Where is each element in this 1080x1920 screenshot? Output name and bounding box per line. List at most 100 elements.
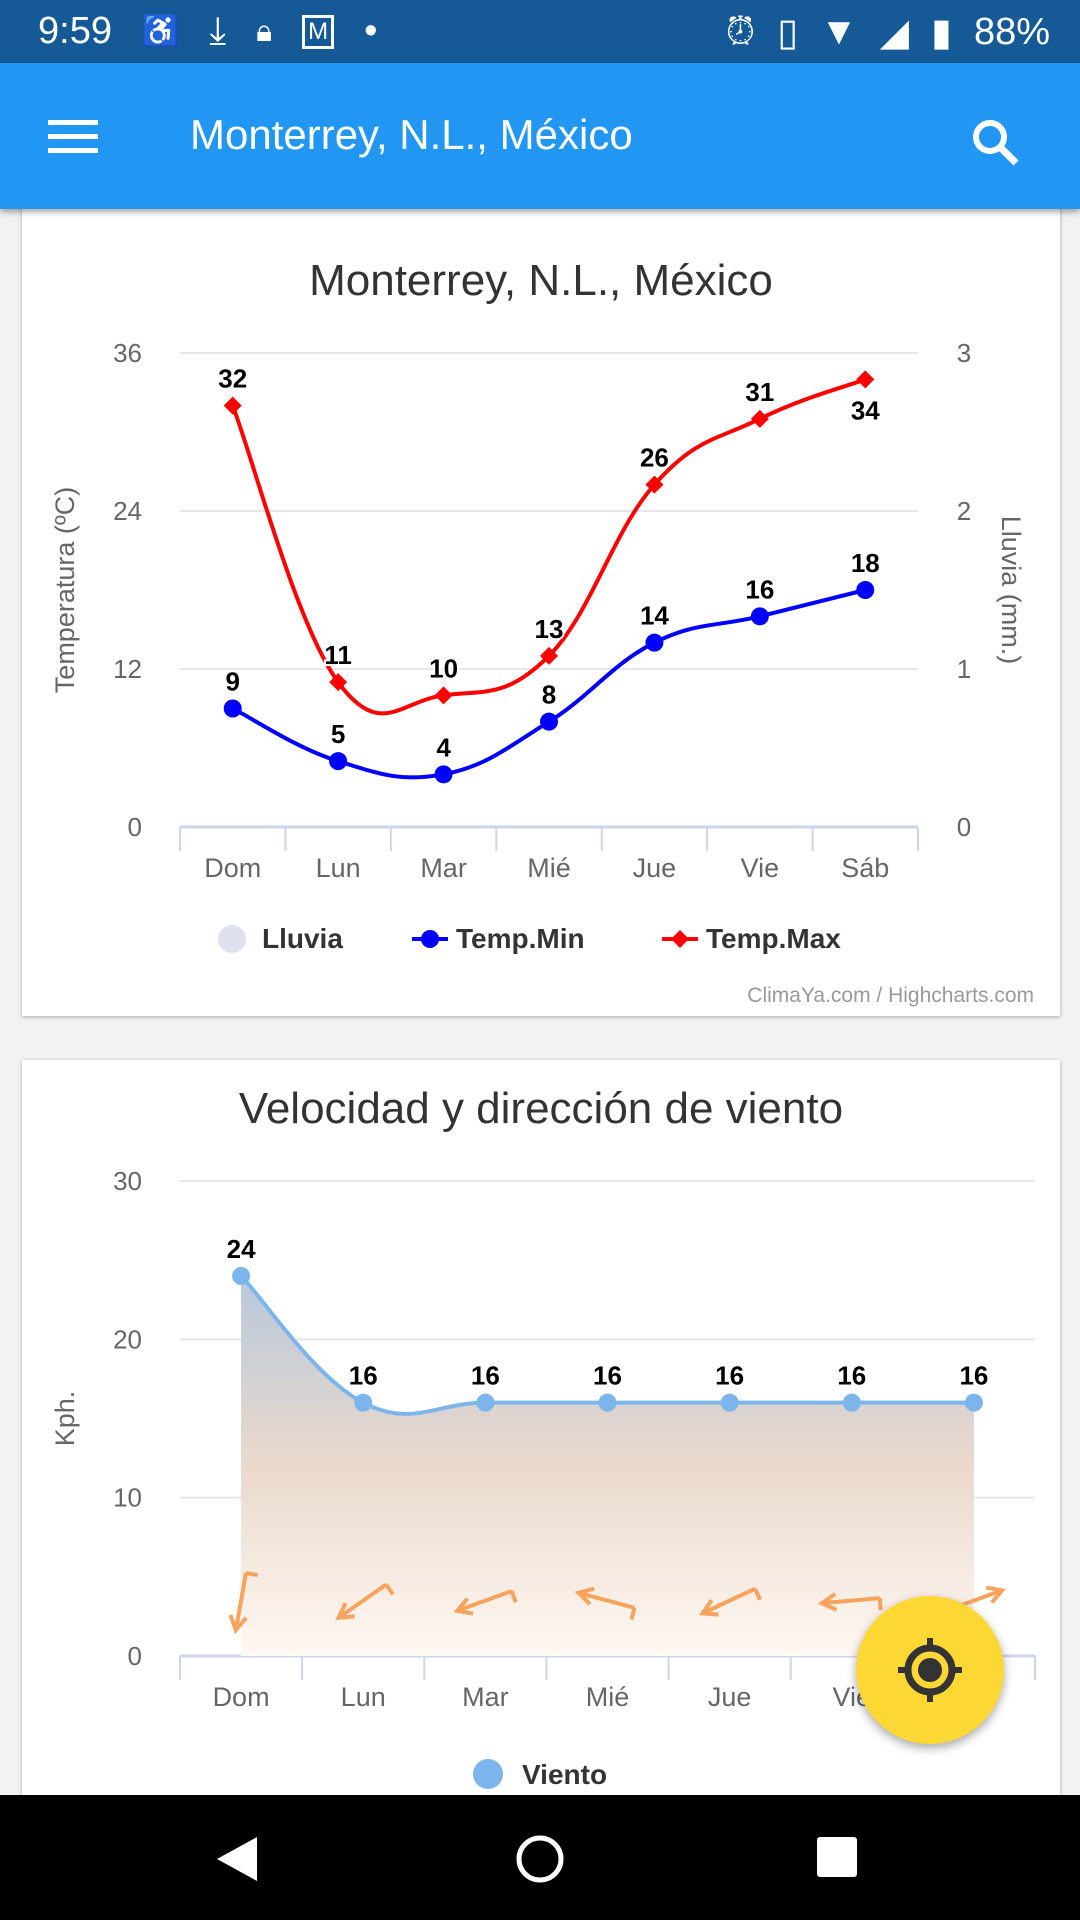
data-point [354,1393,373,1412]
dot-icon: • [364,10,378,52]
legend-symbol [421,930,439,948]
gmail-icon: M [302,14,335,49]
wind-chart-card: Velocidad y dirección de viento 0 10 20 30 Kp… [22,1060,1060,1820]
data-label: 32 [218,364,247,394]
status-bar: 9:59 ♿ ⤓ 🔒︎ M • ⏰︎ ▯ ▼ ◢ ▮ 88% [0,0,1080,63]
battery-icon: ▮ [931,12,952,54]
legend-symbol [671,930,689,948]
y-axis-title: Kph. [50,1391,80,1447]
x-tick-label: Jue [708,1682,752,1712]
y2-tick-label: 1 [957,654,971,684]
legend-label: Viento [522,1759,607,1790]
navigation-bar [0,1795,1080,1920]
data-label: 16 [471,1361,500,1391]
data-label: 11 [324,640,352,670]
my-location-icon [898,1638,962,1702]
data-point [750,607,769,626]
x-tick-label: Mié [586,1682,630,1712]
data-point [329,673,348,692]
vibrate-icon: ▯ [777,12,799,54]
x-tick-label: Dom [213,1682,270,1712]
hamburger-icon[interactable] [48,120,100,154]
data-point [856,370,875,389]
legend-label: Temp.Max [706,923,841,954]
credits: ClimaYa.com / Highcharts.com [747,984,1034,1007]
chart-title: Velocidad y dirección de viento [239,1084,843,1133]
y-tick-label: 12 [113,654,142,684]
data-point [720,1393,739,1412]
legend-viento-symbol [473,1759,503,1789]
x-tick-label: Lun [316,853,361,883]
area-fill [241,1276,974,1656]
y-tick-label: 36 [113,338,142,368]
y-tick-label: 24 [113,496,142,526]
data-point [750,409,769,428]
x-tick-label: Mié [527,853,571,883]
alarm-icon: ⏰︎ [725,11,756,53]
wind-direction-arrow-icon [574,1586,637,1620]
back-icon[interactable] [215,1835,259,1883]
data-label: 5 [331,719,345,749]
app-bar: Monterrey, N.L., México [0,63,1080,209]
data-point [223,396,242,415]
x-tick-label: Jue [633,853,677,883]
data-point [856,581,875,599]
data-point [434,765,453,784]
data-label: 16 [837,1361,866,1391]
download-icon: ⤓ [209,10,227,52]
y2-axis-title: Lluvia (mm.) [996,516,1026,665]
data-label: 18 [851,548,880,578]
home-icon[interactable] [514,1833,566,1885]
y-tick-label: 0 [128,1641,142,1671]
wind-direction-arrow-icon [698,1586,762,1617]
search-icon[interactable] [970,117,1022,169]
data-label: 4 [436,732,451,762]
data-label: 16 [349,1361,378,1391]
data-point [329,752,348,771]
data-point [476,1393,495,1412]
data-point [540,712,558,731]
data-label: 31 [745,377,774,407]
data-label: 34 [851,395,880,425]
x-tick-label: Mar [420,853,467,883]
series-line-Temp.Max [230,377,866,716]
wind-direction-arrow-icon [335,1582,395,1621]
accessibility-icon: ♿ [141,15,180,48]
battery-level: 88% [973,11,1050,53]
x-tick-label: Dom [204,853,261,883]
y-tick-label: 10 [113,1483,142,1513]
data-label: 16 [959,1361,988,1391]
y-axis-title: Temperatura (ºC) [50,487,80,693]
series-line-viento [239,1274,974,1416]
data-label: 16 [715,1361,744,1391]
wind-chart: Velocidad y dirección de viento 0 10 20 30 Kp… [50,1084,1036,1790]
vpn-lock-icon: 🔒︎ [256,14,273,48]
wifi-icon: ▼ [820,11,858,53]
app-title: Monterrey, N.L., México [190,111,633,158]
data-point [223,699,242,718]
temperature-chart: Monterrey, N.L., México0122436Temperatur… [50,256,1034,1007]
data-label: 13 [535,614,564,644]
recents-icon[interactable] [817,1837,859,1879]
data-label: 16 [593,1361,622,1391]
legend-label: Temp.Min [456,923,585,954]
legend-label: Lluvia [262,923,343,954]
wind-direction-arrow-icon [817,1592,883,1612]
signal-icon: ◢ [879,12,910,54]
data-point [232,1267,251,1285]
y2-tick-label: 0 [957,812,971,842]
x-tick-label: Lun [341,1682,386,1712]
data-label: 16 [745,574,774,604]
my-location-button[interactable] [856,1596,1004,1744]
data-point [598,1393,617,1412]
x-tick-label: Vie [741,853,780,883]
data-label: 26 [640,443,669,473]
data-point [434,686,453,705]
y-tick-label: 0 [128,812,142,842]
y-tick-label: 20 [113,1324,142,1354]
data-point [645,633,664,652]
clock: 9:59 [38,10,112,52]
data-point [964,1393,983,1412]
data-point [645,475,664,494]
y2-tick-label: 3 [957,338,971,368]
